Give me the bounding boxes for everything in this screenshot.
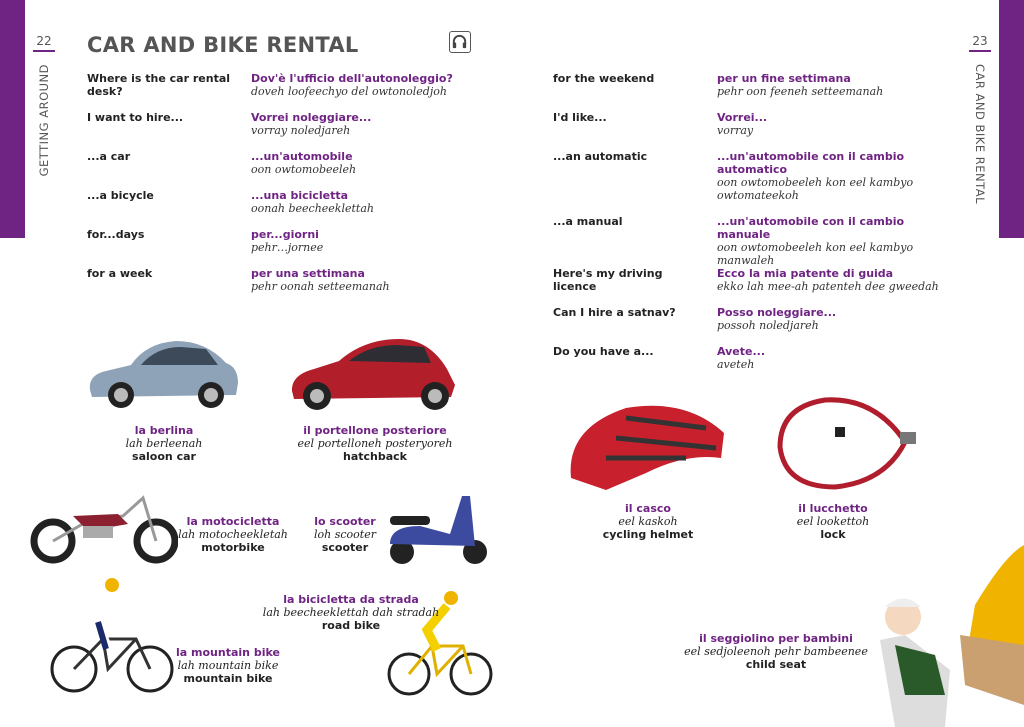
phrase-pronunciation: ekko lah mee-ah patenteh dee gweedah: [717, 280, 939, 293]
picture-caption: la bicicletta da strada lah beecheekletta…: [241, 593, 461, 632]
caption-italian: il portellone posteriore: [303, 424, 447, 437]
phrase-italian: Ecco la mia patente di guida: [717, 267, 894, 280]
caption-english: saloon car: [132, 450, 196, 463]
phrase-italian: Avete...: [717, 345, 766, 358]
caption-pronunciation: lah berleenah: [125, 437, 203, 450]
caption-pronunciation: eel sedjoleenoh pehr bambeenee: [684, 645, 868, 658]
caption-pronunciation: eel portelloneh posteryoreh: [297, 437, 453, 450]
phrase-italian: ...un'automobile: [251, 150, 353, 163]
phrase-pronunciation: vorray noledjareh: [251, 124, 351, 137]
page-number-right: 23: [969, 34, 991, 52]
mountain-bike-image: [50, 578, 174, 693]
caption-pronunciation: lah beecheeklettah dah stradah: [262, 606, 440, 619]
page-title: CAR AND BIKE RENTAL: [87, 33, 359, 57]
phrase-english: ...a bicycle: [87, 189, 154, 202]
caption-italian: la mountain bike: [176, 646, 280, 659]
phrase-italian: per...giorni: [251, 228, 319, 241]
phrase-italian: per un fine settimana: [717, 72, 851, 85]
picture-caption: il seggiolino per bambini eel sedjoleenoh…: [666, 632, 886, 671]
phrase-english: for a week: [87, 267, 153, 280]
caption-english: road bike: [321, 619, 381, 632]
picture-caption: la motocicletta lah motocheekletah motorbi…: [123, 515, 343, 554]
caption-pronunciation: lah mountain bike: [177, 659, 279, 672]
caption-pronunciation: eel lookettoh: [796, 515, 870, 528]
road-bike-image: [387, 591, 493, 696]
caption-english: motorbike: [201, 541, 265, 554]
picture-caption: la berlina lah berleenah saloon car: [54, 424, 274, 463]
phrase-italian: Posso noleggiare...: [717, 306, 837, 319]
caption-english: cycling helmet: [602, 528, 694, 541]
phrase-english: ...a car: [87, 150, 131, 163]
child-seat-image: [880, 545, 1024, 727]
phrase-pronunciation: aveteh: [717, 358, 755, 371]
caption-english: hatchback: [343, 450, 407, 463]
caption-pronunciation: loh scooter: [314, 528, 376, 541]
phrase-pronunciation: pehr oon feeneh setteemanah: [717, 85, 884, 98]
left-tab-bar: [0, 0, 25, 238]
caption-italian: il seggiolino per bambini: [699, 632, 853, 645]
caption-pronunciation: lah motocheekletah: [178, 528, 288, 541]
phrase-english: ...a manual: [553, 215, 623, 228]
phrase-italian: ...un'automobile con il cambio manuale: [717, 215, 905, 241]
phrase-english: Do you have a...: [553, 345, 654, 358]
phrase-english: for...days: [87, 228, 145, 241]
picture-caption: lo scooter loh scooter scooter: [235, 515, 455, 554]
phrase-italian: Vorrei...: [717, 111, 768, 124]
caption-italian: la motocicletta: [186, 515, 280, 528]
headphones-icon[interactable]: [449, 31, 471, 53]
phrase-italian: ...una bicicletta: [251, 189, 349, 202]
phrase-italian: per una settimana: [251, 267, 365, 280]
phrase-italian: Dov'è l'ufficio dell'autonoleggio?: [251, 72, 453, 85]
caption-italian: la berlina: [134, 424, 194, 437]
phrase-pronunciation: doveh loofeechyo del owtonoledjoh: [251, 85, 447, 98]
cycling-helmet-image: [570, 405, 724, 490]
phrase-english: Can I hire a satnav?: [553, 306, 676, 319]
caption-english: child seat: [745, 658, 807, 671]
motorbike-image: [30, 495, 178, 564]
picture-caption: il casco eel kaskoh cycling helmet: [538, 502, 758, 541]
phrase-english: I'd like...: [553, 111, 607, 124]
phrase-english: for the weekend: [553, 72, 655, 85]
phrase-pronunciation: pehr oonah setteemanah: [251, 280, 390, 293]
picture-caption: la mountain bike lah mountain bike mountai…: [118, 646, 338, 685]
caption-english: mountain bike: [183, 672, 273, 685]
phrase-pronunciation: oon owtomobeeleh kon eel kambyo owtomate…: [717, 176, 914, 202]
caption-italian: il casco: [625, 502, 671, 515]
phrase-pronunciation: pehr…jornee: [251, 241, 324, 254]
phrase-italian: Vorrei noleggiare...: [251, 111, 372, 124]
scooter-image: [390, 496, 487, 564]
page-number-left: 22: [33, 34, 55, 52]
hatchback-image: [291, 339, 455, 410]
phrase-pronunciation: oon owtomobeeleh kon eel kambyo manwaleh: [717, 241, 914, 267]
phrase-pronunciation: possoh noledjareh: [717, 319, 819, 332]
phrase-pronunciation: oon owtomobeeleh: [251, 163, 357, 176]
section-label-left: GETTING AROUND: [37, 64, 51, 177]
section-label-right: CAR AND BIKE RENTAL: [973, 64, 987, 205]
phrase-pronunciation: oonah beecheeklettah: [251, 202, 374, 215]
lock-image: [777, 397, 916, 490]
phrase-english: Where is the car rental desk?: [87, 72, 231, 98]
phrase-italian: ...un'automobile con il cambio automatic…: [717, 150, 905, 176]
saloon-car-image: [89, 341, 238, 408]
caption-pronunciation: eel kaskoh: [618, 515, 678, 528]
caption-italian: il lucchetto: [798, 502, 868, 515]
caption-italian: la bicicletta da strada: [283, 593, 419, 606]
right-tab-bar: [999, 0, 1024, 238]
phrase-english: ...an automatic: [553, 150, 648, 163]
caption-english: scooter: [321, 541, 369, 554]
caption-english: lock: [820, 528, 846, 541]
phrase-english: I want to hire...: [87, 111, 184, 124]
phrase-english: Here's my driving licence: [553, 267, 663, 293]
picture-caption: il portellone posteriore eel portelloneh …: [265, 424, 485, 463]
caption-italian: lo scooter: [314, 515, 376, 528]
phrase-pronunciation: vorray: [717, 124, 754, 137]
picture-caption: il lucchetto eel lookettoh lock: [723, 502, 943, 541]
